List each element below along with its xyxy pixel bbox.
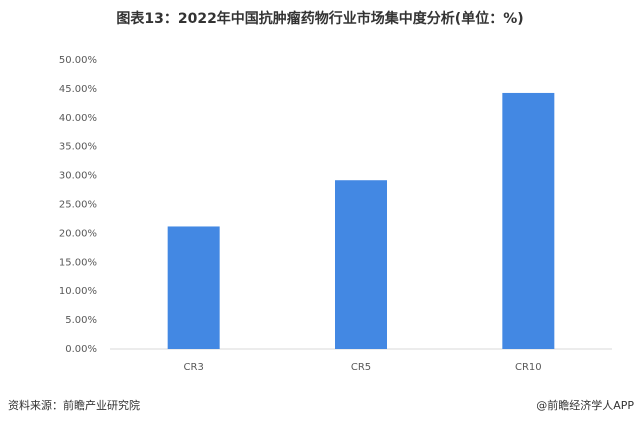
source: 资料来源：前瞻产业研究院 (8, 398, 140, 412)
y-tick-label: 0.00% (65, 344, 97, 355)
chart-title: 图表13：2022年中国抗肿瘤药物行业市场集中度分析(单位：%) (116, 10, 523, 27)
y-tick-label: 20.00% (59, 228, 97, 239)
x-tick-label: CR5 (351, 362, 371, 373)
x-tick-label: CR10 (515, 362, 542, 373)
bar (335, 180, 387, 349)
y-tick-label: 15.00% (59, 257, 97, 268)
bar (502, 92, 555, 350)
y-tick-label: 50.00% (59, 55, 97, 66)
credit: @前瞻经济学人APP (536, 398, 634, 412)
y-tick-label: 35.00% (59, 142, 97, 153)
y-tick-label: 25.00% (59, 200, 97, 211)
y-tick-label: 30.00% (59, 171, 97, 182)
y-tick-label: 40.00% (59, 113, 97, 124)
bar (167, 226, 220, 349)
y-tick-label: 5.00% (65, 315, 97, 326)
y-tick-label: 10.00% (59, 286, 97, 297)
y-tick-label: 45.00% (59, 84, 97, 95)
x-tick-label: CR3 (184, 362, 204, 373)
